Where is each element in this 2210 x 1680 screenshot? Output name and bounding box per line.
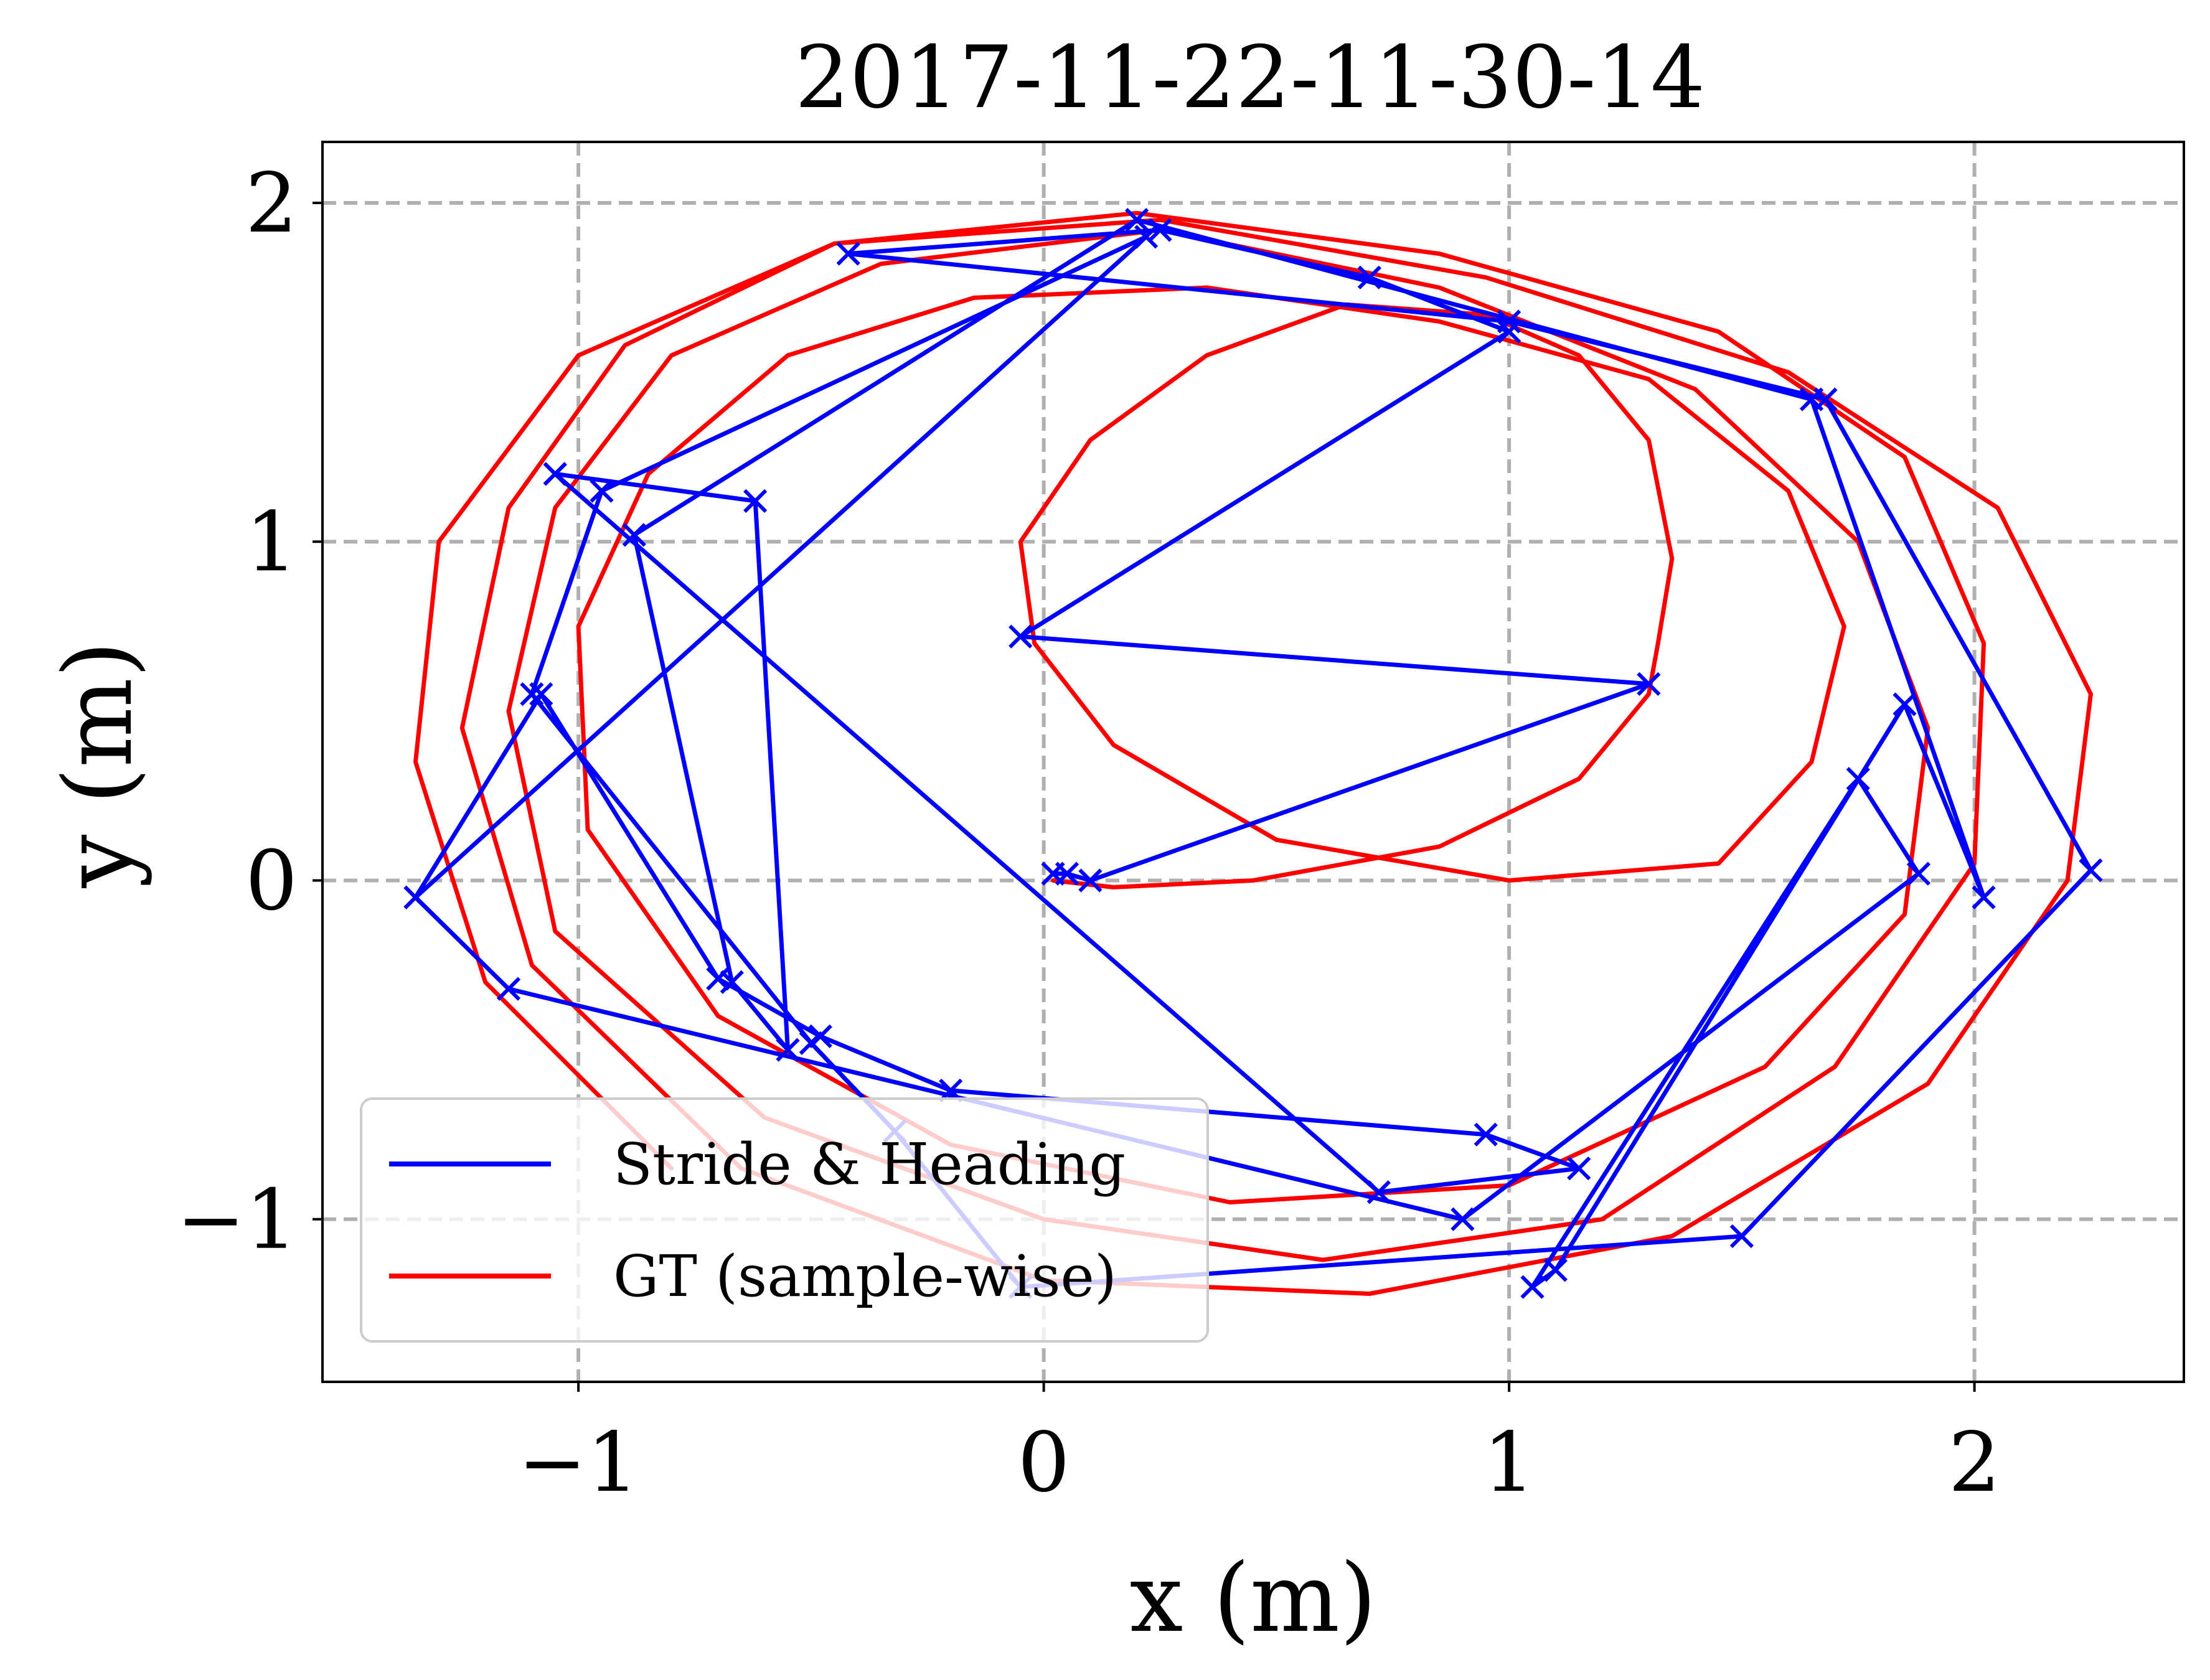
marker-stroke [1497, 309, 1521, 334]
marker-stroke [1125, 208, 1149, 232]
marker-stroke [1972, 885, 1996, 909]
marker-stroke [720, 970, 744, 994]
marker-stroke [1906, 861, 1931, 886]
y-tick-label: 0 [245, 833, 298, 929]
marker-stroke [590, 479, 614, 503]
data-point-stride-heading [1520, 1275, 1545, 1299]
marker-stroke [1134, 225, 1159, 249]
legend: Stride & Heading GT (sample-wise) [360, 1097, 1209, 1343]
y-tick-label: −1 [176, 1172, 298, 1268]
marker-stroke [543, 462, 567, 486]
data-point-stride-heading [1474, 1122, 1498, 1147]
marker-stroke [743, 489, 768, 514]
data-point-stride-heading [520, 682, 544, 706]
marker-stroke [776, 1038, 800, 1062]
data-point-stride-heading [529, 682, 553, 706]
data-point-stride-heading [1009, 624, 1033, 649]
tick-layer: −1 0 1 2 −1 0 1 2 [176, 156, 2000, 1511]
data-point-stride-heading [1567, 1156, 1591, 1181]
data-point-stride-heading [706, 967, 730, 991]
data-point-stride-heading [543, 462, 567, 486]
marker-stroke [1366, 1180, 1391, 1204]
marker-stroke [836, 242, 860, 266]
data-point-stride-heading [808, 1024, 832, 1048]
data-point-stride-heading [2079, 858, 2103, 883]
x-tick-label: 2 [1949, 1415, 2001, 1511]
data-point-stride-heading [1366, 1180, 1391, 1204]
data-point-stride-heading [776, 1038, 800, 1062]
marker-stroke [1567, 1156, 1591, 1181]
data-point-stride-heading [1078, 868, 1103, 893]
data-point-stride-heading [1846, 767, 1870, 791]
data-point-stride-heading [1125, 208, 1149, 232]
marker-stroke [1520, 1275, 1545, 1299]
marker-stroke [1729, 1224, 1754, 1249]
series-layer [403, 208, 2103, 1299]
marker-stroke [1055, 861, 1079, 886]
marker-stroke [1893, 692, 1917, 716]
data-point-stride-heading [720, 970, 744, 994]
marker-stroke [520, 682, 544, 706]
x-tick-label: −1 [518, 1415, 639, 1511]
data-point-stride-heading [836, 242, 860, 266]
y-axis-label: y (m) [43, 641, 153, 889]
marker-stroke [622, 523, 646, 547]
data-point-stride-heading [1055, 861, 1079, 886]
marker-stroke [1543, 1258, 1568, 1282]
data-point-stride-heading [743, 489, 768, 514]
grid-layer [322, 142, 2184, 1382]
legend-label-gt-sample-wise: GT (sample-wise) [613, 1243, 1117, 1310]
marker-stroke [1148, 218, 1172, 242]
legend-box [360, 1097, 1209, 1343]
data-point-stride-heading [1799, 387, 1824, 411]
marker-stroke [529, 682, 553, 706]
x-tick-label: 1 [1483, 1415, 1535, 1511]
data-point-stride-heading [1972, 885, 1996, 909]
data-point-stride-heading [1134, 225, 1159, 249]
marker-stroke [808, 1024, 832, 1048]
marker-stroke [496, 977, 521, 1001]
marker-stroke [1497, 319, 1521, 344]
data-point-stride-heading [1497, 319, 1521, 344]
marker-stroke [1451, 1207, 1475, 1231]
data-point-stride-heading [1451, 1207, 1475, 1231]
data-point-stride-heading [496, 977, 521, 1001]
data-point-stride-heading [1893, 692, 1917, 716]
marker-stroke [2079, 858, 2103, 883]
data-point-stride-heading [403, 885, 428, 909]
data-point-stride-heading [1357, 265, 1381, 289]
x-axis-label: x (m) [1130, 1543, 1377, 1653]
x-tick-label: 0 [1018, 1415, 1070, 1511]
marker-stroke [1799, 387, 1824, 411]
marker-stroke [1474, 1122, 1498, 1147]
marker-stroke [706, 967, 730, 991]
marker-stroke [1078, 868, 1103, 893]
marker-stroke [1357, 265, 1381, 289]
data-point-stride-heading [1906, 861, 1931, 886]
marker-stroke [1009, 624, 1033, 649]
data-point-stride-heading [1497, 309, 1521, 334]
marker-stroke [1846, 767, 1870, 791]
data-point-stride-heading [1637, 672, 1661, 696]
marker-stroke [403, 885, 428, 909]
data-point-stride-heading [622, 523, 646, 547]
y-tick-label: 1 [245, 494, 298, 590]
marker-stroke [1637, 672, 1661, 696]
plot-frame [321, 141, 2185, 1383]
data-point-stride-heading [1543, 1258, 1568, 1282]
legend-label-stride-heading: Stride & Heading [613, 1131, 1126, 1198]
data-point-stride-heading [590, 479, 614, 503]
y-tick-label: 2 [245, 156, 298, 251]
data-point-stride-heading [1148, 218, 1172, 242]
data-point-stride-heading [1729, 1224, 1754, 1249]
chart-title: 2017-11-22-11-30-14 [795, 27, 1705, 128]
